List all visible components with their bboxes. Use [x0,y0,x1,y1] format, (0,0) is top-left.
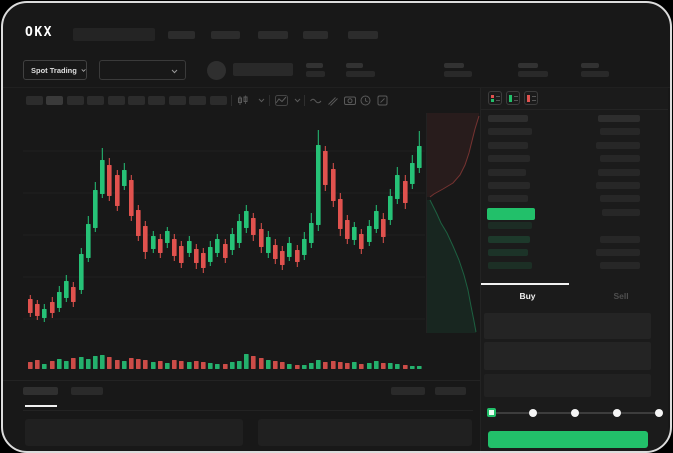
timeframe-button-skeleton[interactable] [26,96,43,105]
tab-divider [23,410,473,411]
timeframe-button-skeleton[interactable] [128,96,145,105]
active-tab-underline [25,405,57,407]
orderbook-bid-row[interactable] [488,249,528,256]
orderbook-ask-row[interactable] [488,155,530,163]
orderbook-ask-row[interactable] [488,168,526,176]
fullscreen-icon[interactable] [377,95,388,106]
chevron-down-icon [171,69,178,74]
nav-item-skeleton[interactable] [168,31,195,39]
orderbook-ask-row[interactable] [488,128,532,136]
orderbook-asks-icon[interactable] [524,91,538,105]
market-type-dropdown[interactable]: Spot Trading [23,60,87,80]
bottom-tab-skeleton[interactable] [71,387,103,395]
tab-sell[interactable]: Sell [613,291,629,301]
orderbook-bids-icon[interactable] [506,91,520,105]
okx-logo[interactable]: OKX [25,25,53,40]
slider-handle[interactable] [486,408,496,417]
chevron-down-icon[interactable] [258,98,265,103]
trade-side-panel: Buy Sell [481,88,668,451]
slider-stop[interactable] [529,409,537,417]
pair-selector-dropdown[interactable] [99,60,186,80]
tab-buy[interactable]: Buy [519,291,536,301]
orderbook-amount-skeleton[interactable] [598,168,640,176]
chart-type-icon[interactable] [237,95,249,106]
orderbook-bid-row[interactable] [488,262,532,270]
toolbar-divider [269,95,270,106]
amount-input-skeleton[interactable] [484,342,651,370]
orderbook-amount-skeleton[interactable] [596,182,640,189]
orderbook-amount-skeleton[interactable] [600,155,640,163]
section-divider [3,87,670,88]
indicators-icon[interactable] [275,95,288,106]
market-type-label: Spot Trading [31,65,77,75]
orders-table-skeleton [25,419,243,446]
orderbook-amount-skeleton[interactable] [600,195,640,203]
panel-divider [480,88,481,451]
toolbar-divider [231,95,232,106]
orderbook-amount-skeleton[interactable] [596,141,640,149]
orderbook-divider [481,109,668,110]
orderbook-bid-row[interactable] [488,222,532,230]
orderbook-header-skeleton [488,115,528,122]
buy-submit-button[interactable] [488,431,648,448]
depth-divider [426,113,427,333]
timeframe-button-skeleton[interactable] [107,96,125,105]
nav-item-skeleton[interactable] [303,31,328,39]
chevron-down-icon [81,68,86,72]
toolbar-divider [304,95,305,106]
last-price-button[interactable] [487,207,535,220]
timeframe-button-skeleton[interactable] [209,96,227,105]
timeframe-button-skeleton[interactable] [66,96,84,105]
timeframe-button-skeleton[interactable] [46,96,64,105]
bottom-action-skeleton[interactable] [435,387,466,395]
slider-stop[interactable] [571,409,579,417]
pair-name-skeleton [233,63,293,76]
timeframe-button-skeleton[interactable] [189,96,207,105]
search-input-skeleton[interactable] [73,28,155,41]
slider-stop[interactable] [613,409,621,417]
orderbook-amount-skeleton[interactable] [596,249,640,256]
orderbook-amount-skeleton[interactable] [600,262,640,270]
price-chart[interactable] [23,113,425,378]
orderbook-ask-row[interactable] [488,141,528,149]
nav-item-skeleton[interactable] [211,31,240,39]
section-divider [3,380,480,381]
chevron-down-icon[interactable] [294,98,301,103]
clock-icon[interactable] [360,95,371,106]
orderbook [481,88,668,283]
orderbook-amount-skeleton[interactable] [600,128,640,136]
camera-icon[interactable] [344,95,356,105]
orders-table-skeleton [258,419,472,446]
wave-line-icon[interactable] [310,97,322,104]
timeframe-button-skeleton[interactable] [148,96,166,105]
orderbook-header-skeleton [598,115,640,122]
orderbook-amount-skeleton[interactable] [600,235,640,243]
orderbook-amount-skeleton[interactable] [602,208,640,216]
timeframe-button-skeleton[interactable] [168,96,186,105]
slider-stop[interactable] [655,409,663,417]
orderbook-ask-row[interactable] [488,182,530,189]
nav-item-skeleton[interactable] [258,31,288,39]
coin-avatar [207,61,226,80]
buy-tab-indicator [481,283,569,285]
orderbook-combined-icon[interactable] [488,91,502,105]
timeframe-button-skeleton[interactable] [87,96,105,105]
nav-item-skeleton[interactable] [348,31,378,39]
total-input-skeleton[interactable] [484,374,651,397]
price-input-skeleton[interactable] [484,313,651,339]
bottom-action-skeleton[interactable] [391,387,425,395]
depth-chart [427,113,480,333]
draw-tool-icon[interactable] [327,95,338,106]
orderbook-bid-row[interactable] [488,235,530,243]
bottom-tab-skeleton-active[interactable] [23,387,58,395]
orderbook-ask-row[interactable] [488,195,528,203]
